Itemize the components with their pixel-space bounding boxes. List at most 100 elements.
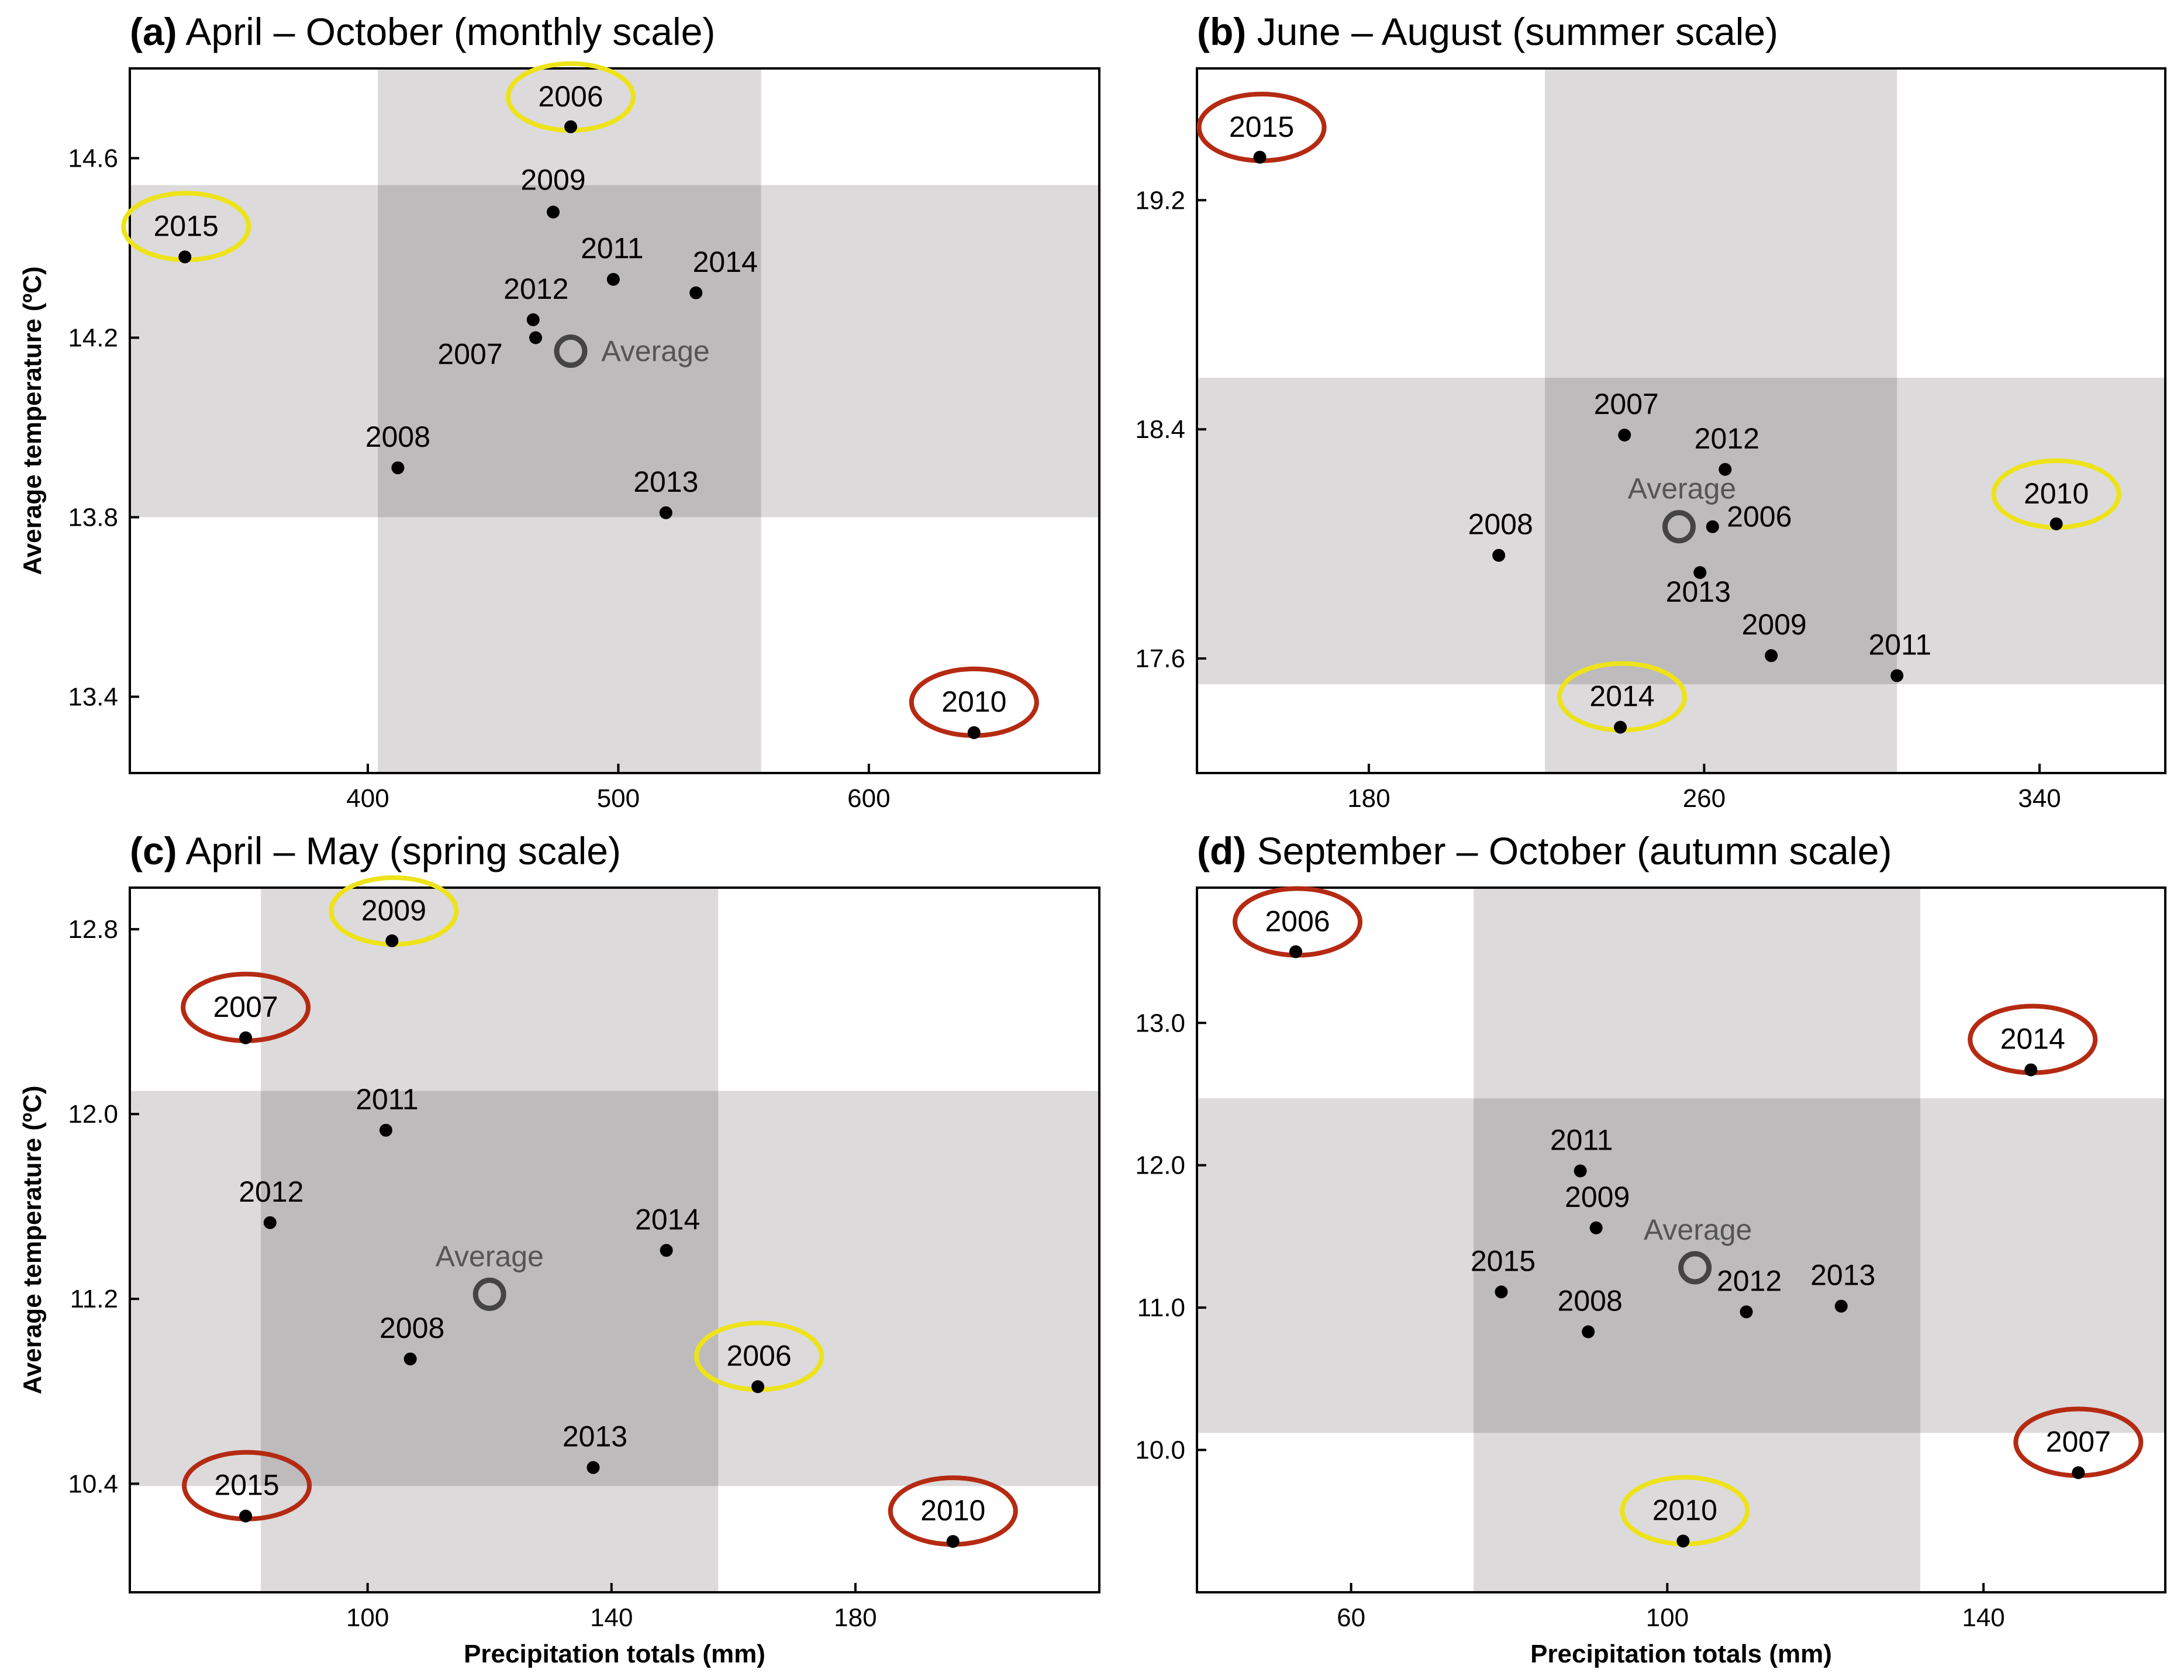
data-point-2010 [2050,517,2063,530]
panel-d-xtick-label: 140 [1962,1603,2004,1632]
point-label-2007: 2007 [437,338,502,371]
point-label-2007: 2007 [2046,1426,2111,1458]
data-point-2009 [385,934,399,947]
data-point-2011 [1890,669,1904,682]
point-label-2011: 2011 [1550,1123,1613,1156]
data-point-2010 [967,726,981,739]
point-label-2011: 2011 [356,1083,419,1116]
panel-c-xtick-label: 140 [590,1603,633,1632]
point-label-2009: 2009 [520,164,585,196]
panel-d-ytick-label: 11.0 [1137,1293,1185,1322]
data-point-2011 [379,1123,392,1137]
point-label-2012: 2012 [1717,1264,1782,1297]
panel-d-ytick-label: 10.0 [1135,1436,1185,1465]
panel-a-band-overlap [378,185,761,518]
data-point-2015 [239,1509,253,1523]
point-label-2014: 2014 [635,1203,700,1236]
average-marker [472,1277,506,1311]
data-point-2009 [547,205,560,219]
point-label-2013: 2013 [633,465,698,498]
average-marker [554,334,588,368]
panel-c-ytick-label: 12.8 [68,915,118,944]
point-label-2007: 2007 [1594,388,1659,420]
panel-c-ylabel: Average temperature (ºC) [18,1086,47,1395]
data-point-2012 [1719,463,1732,476]
average-marker [1678,1251,1712,1285]
panel-a-tag: (a) [130,10,177,53]
data-point-2014 [1614,720,1627,734]
data-point-2008 [391,461,405,475]
data-point-2006 [1289,945,1302,958]
panel-d-ytick-label: 13.0 [1135,1009,1185,1037]
panel-d-xlabel: Precipitation totals (mm) [1530,1640,1832,1668]
panel-c-xlabel: Precipitation totals (mm) [464,1640,765,1668]
point-label-2013: 2013 [1666,575,1731,608]
point-label-2010: 2010 [2024,477,2089,510]
panel-b-xtick-label: 180 [1347,784,1390,813]
data-point-2013 [586,1461,600,1474]
data-point-2007 [529,331,543,344]
data-point-2014 [689,286,703,299]
data-point-2010 [1676,1534,1690,1548]
data-point-2008 [1582,1325,1595,1339]
panel-c-title-text: April – May (spring scale) [177,829,621,872]
point-label-2011: 2011 [1868,628,1931,661]
panel-a-xtick-label: 500 [597,784,640,813]
data-point-2011 [1574,1164,1587,1178]
panel-d-xtick-label: 100 [1646,1603,1689,1632]
panel-a-ylabel: Average temperature (ºC) [18,267,47,575]
panel-d-title: (d) September – October (autumn scale) [1197,829,1892,872]
point-label-2008: 2008 [379,1312,444,1344]
panel-a-ytick-label: 14.2 [68,324,118,353]
panel-b-band-overlap [1545,378,1897,685]
point-label-2015: 2015 [1471,1244,1536,1277]
average-label: Average [1628,472,1736,505]
panel-c-ytick-label: 10.4 [68,1469,118,1498]
data-point-2014 [2024,1063,2038,1077]
point-label-2015: 2015 [154,209,219,242]
point-label-2015: 2015 [215,1469,280,1502]
data-point-2006 [751,1380,765,1393]
point-label-2006: 2006 [726,1339,791,1372]
panel-b-title: (b) June – August (summer scale) [1197,10,1778,53]
panel-b-ytick-label: 17.6 [1135,644,1185,673]
point-label-2008: 2008 [365,420,430,453]
point-label-2010: 2010 [1652,1493,1717,1526]
data-point-2015 [1253,150,1267,164]
data-point-2010 [946,1535,960,1548]
point-label-2009: 2009 [1742,608,1807,641]
point-label-2009: 2009 [361,894,426,927]
panel-c-xtick-label: 180 [834,1603,877,1632]
panel-b-title-text: June – August (summer scale) [1246,10,1778,53]
panel-d-title-text: September – October (autumn scale) [1246,829,1892,872]
point-label-2006: 2006 [538,80,603,113]
panel-d-ytick-label: 12.0 [1135,1151,1185,1180]
panel-a-title-text: April – October (monthly scale) [177,10,716,53]
data-point-2012 [263,1216,277,1229]
point-label-2013: 2013 [563,1420,627,1453]
point-label-2012: 2012 [1695,422,1759,455]
panel-d-band-overlap [1474,1098,1920,1433]
panel-a-ytick-label: 14.6 [68,144,118,173]
data-point-2009 [1589,1221,1603,1234]
point-label-2008: 2008 [1468,508,1533,541]
panel-c-xtick-label: 100 [346,1603,389,1632]
data-point-2007 [1618,428,1631,441]
data-point-2009 [1765,649,1778,663]
point-label-2015: 2015 [1229,111,1294,143]
point-label-2006: 2006 [1727,501,1792,533]
panel-c-ytick-label: 12.0 [68,1100,118,1129]
point-label-2006: 2006 [1265,905,1330,938]
data-point-2006 [564,120,578,133]
data-point-2007 [2072,1466,2085,1479]
data-point-2011 [606,272,620,286]
panel-a-xtick-label: 400 [346,784,389,813]
data-point-2007 [239,1031,253,1044]
data-point-2014 [660,1244,673,1257]
data-point-2008 [403,1352,417,1365]
panel-c-frame [129,886,1100,1593]
data-point-2013 [1834,1299,1848,1313]
average-label: Average [601,335,709,368]
data-point-2013 [659,506,672,519]
